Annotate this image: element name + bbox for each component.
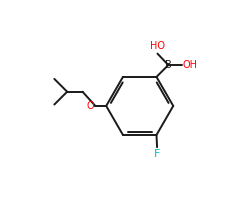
Text: HO: HO	[150, 41, 165, 51]
Text: B: B	[165, 60, 172, 70]
Text: O: O	[86, 101, 94, 111]
Text: OH: OH	[182, 60, 197, 70]
Text: F: F	[154, 149, 160, 159]
